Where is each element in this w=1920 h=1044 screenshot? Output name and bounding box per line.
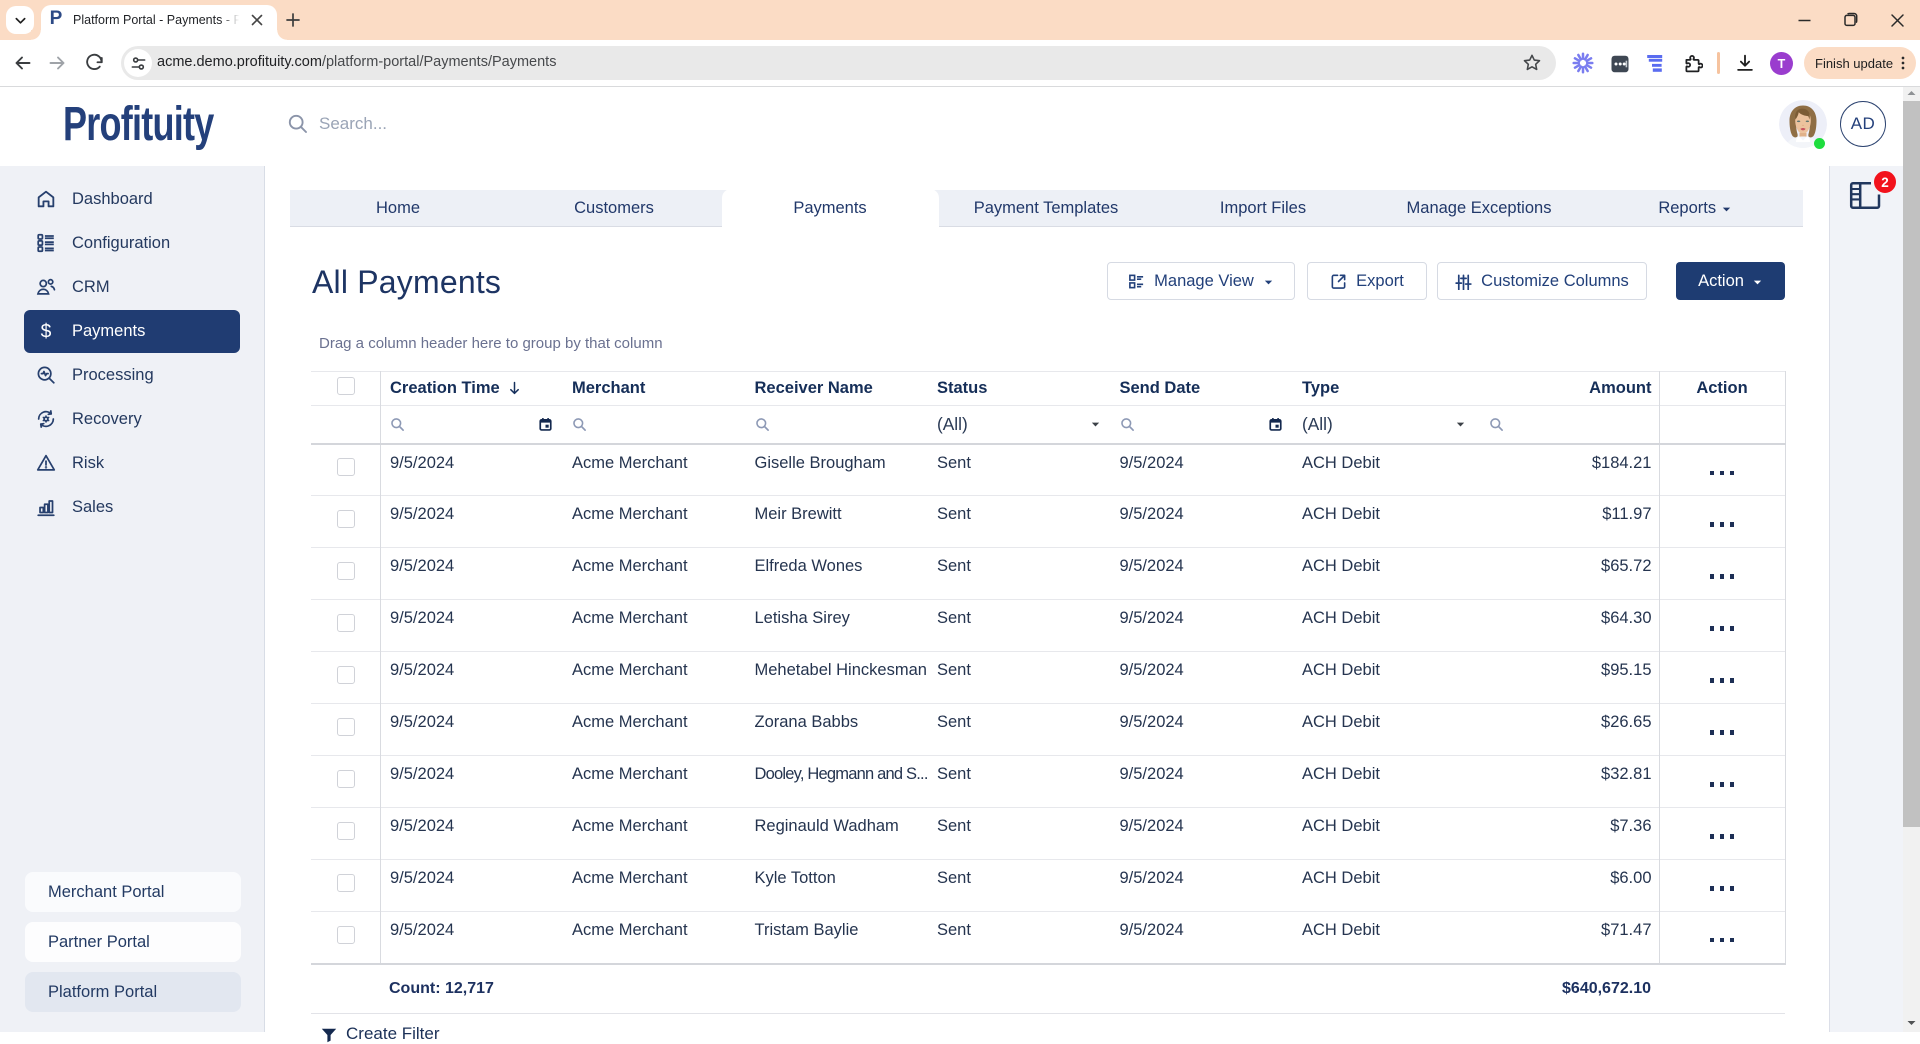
svg-text:$: $ xyxy=(41,321,52,342)
